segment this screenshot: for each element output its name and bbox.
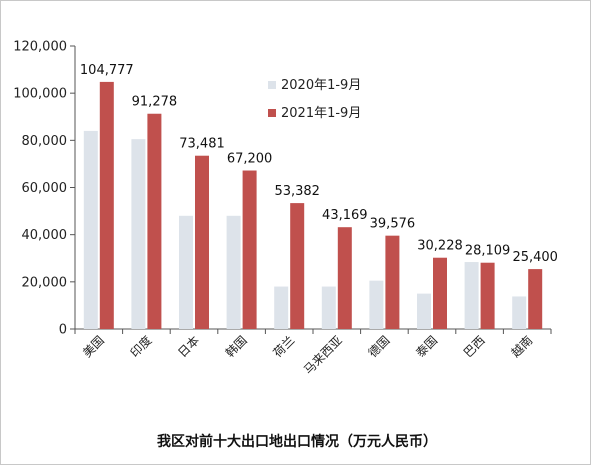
bar-2021 bbox=[528, 269, 543, 329]
data-label: 39,576 bbox=[370, 217, 416, 232]
y-tick-label: 40,000 bbox=[22, 228, 68, 243]
x-category-label: 日本 bbox=[175, 333, 202, 360]
x-category-label: 荷兰 bbox=[270, 333, 297, 360]
data-label: 30,228 bbox=[417, 239, 463, 254]
bar-2021 bbox=[290, 203, 305, 329]
data-label: 53,382 bbox=[274, 184, 320, 199]
bar-2020 bbox=[464, 262, 479, 329]
bar-2021 bbox=[147, 113, 162, 329]
x-category-label: 马来西亚 bbox=[301, 333, 345, 377]
bar-2021 bbox=[480, 262, 495, 329]
bar-2020 bbox=[512, 296, 527, 329]
bar-2021 bbox=[433, 257, 447, 329]
data-label: 104,777 bbox=[80, 63, 134, 78]
bar-2021 bbox=[242, 170, 257, 329]
data-label: 67,200 bbox=[227, 152, 273, 167]
bar-2021 bbox=[195, 155, 209, 329]
data-label: 91,278 bbox=[132, 95, 178, 110]
data-label: 73,481 bbox=[179, 137, 225, 152]
legend-label: 2020年1-9月 bbox=[281, 78, 361, 93]
y-ticks: 0 20,000 40,000 60,000 80,000 100,000 120,000 bbox=[13, 40, 75, 338]
data-label: 43,169 bbox=[322, 208, 368, 223]
y-tick-label: 60,000 bbox=[22, 181, 68, 196]
data-label: 25,400 bbox=[512, 250, 558, 265]
y-tick-label: 100,000 bbox=[13, 87, 67, 102]
y-tick-label: 0 bbox=[59, 323, 67, 338]
bar-2020 bbox=[226, 215, 241, 329]
bar-2021 bbox=[385, 235, 400, 329]
legend-swatch bbox=[268, 109, 276, 117]
x-tick-labels: 美国 印度 日本 韩国 荷兰 马来西亚 德国 泰国 巴西 越南 bbox=[74, 329, 552, 377]
chart-title: 我区对前十大出口地出口情况（万元人民币） bbox=[157, 433, 437, 450]
bar-2020 bbox=[83, 130, 98, 329]
y-tick-label: 120,000 bbox=[13, 40, 67, 55]
x-category-label: 韩国 bbox=[222, 333, 250, 361]
x-category-label: 泰国 bbox=[413, 333, 440, 360]
bar-2020 bbox=[369, 280, 384, 329]
bar-2020 bbox=[131, 139, 146, 329]
x-category-label: 越南 bbox=[508, 333, 536, 361]
bars bbox=[83, 81, 543, 329]
x-category-label: 巴西 bbox=[461, 333, 488, 360]
x-category-label: 美国 bbox=[80, 333, 107, 360]
data-label: 28,109 bbox=[465, 244, 511, 259]
legend-swatch bbox=[268, 81, 276, 89]
y-tick-label: 20,000 bbox=[22, 275, 68, 290]
bar-2020 bbox=[417, 293, 431, 329]
legend: 2020年1-9月 2021年1-9月 bbox=[268, 78, 361, 121]
y-tick-label: 80,000 bbox=[22, 134, 68, 149]
bar-2021 bbox=[99, 81, 114, 329]
bar-2021 bbox=[337, 227, 352, 329]
x-category-label: 德国 bbox=[365, 333, 393, 361]
bar-2020 bbox=[179, 215, 193, 329]
legend-label: 2021年1-9月 bbox=[281, 106, 361, 121]
bar-2020 bbox=[274, 286, 289, 329]
x-category-label: 印度 bbox=[127, 333, 155, 361]
bar-2020 bbox=[321, 286, 336, 329]
